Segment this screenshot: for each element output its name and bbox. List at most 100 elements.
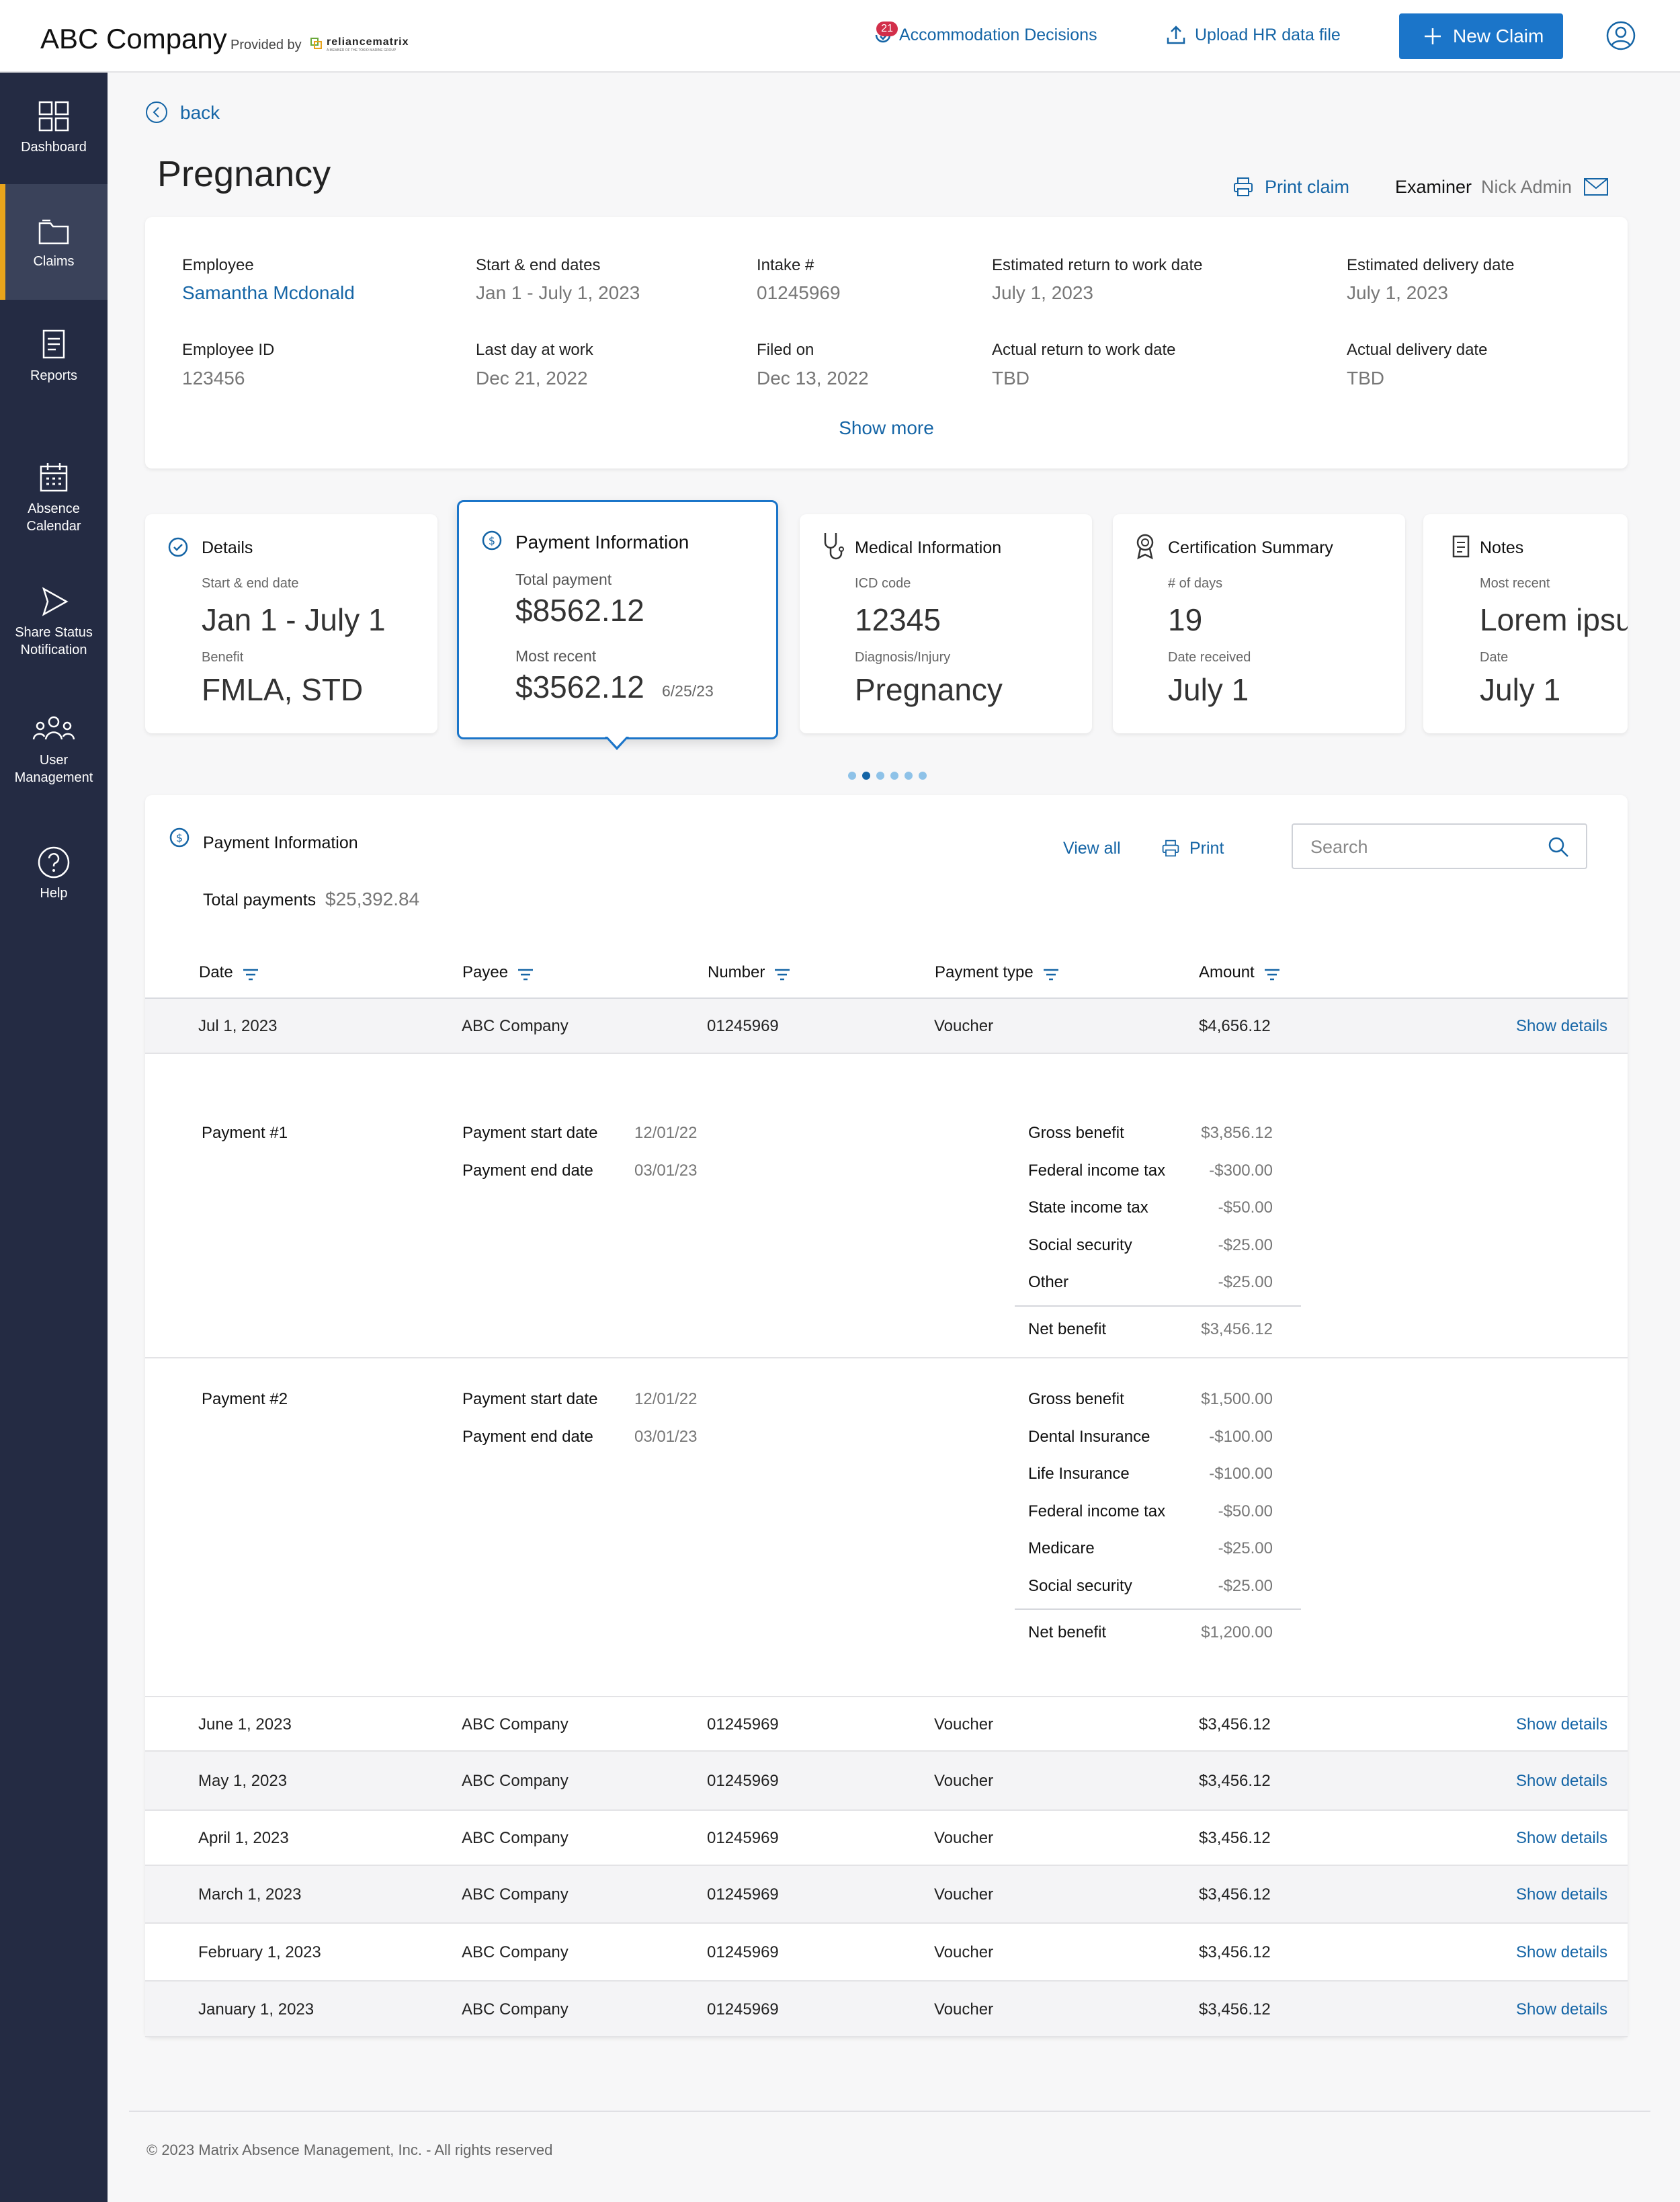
- cell-date: February 1, 2023: [198, 1943, 321, 1961]
- upload-hr-data-link[interactable]: Upload HR data file: [1195, 26, 1341, 44]
- carousel-dot[interactable]: [905, 772, 913, 780]
- svg-text:$: $: [176, 831, 183, 844]
- top-bar: ABC Company Provided by reliancematrix A…: [0, 0, 1680, 73]
- column-header-label: Date: [199, 963, 233, 981]
- sidebar-item-user-management[interactable]: User Management: [0, 712, 108, 813]
- column-header[interactable]: Amount: [1199, 963, 1280, 985]
- show-details-link[interactable]: Show details: [1516, 2000, 1608, 2019]
- details-card[interactable]: Details Start & end date Jan 1 - July 1 …: [145, 514, 437, 733]
- accommodation-decisions-link[interactable]: Accommodation Decisions: [899, 26, 1097, 44]
- sidebar-item-reports[interactable]: Reports: [0, 328, 108, 409]
- svg-text:$: $: [489, 534, 495, 547]
- cell-number: 01245969: [707, 1715, 779, 1734]
- print-claim-link[interactable]: Print claim: [1265, 177, 1350, 197]
- upload-icon: [1165, 24, 1187, 46]
- sort-icon[interactable]: [1043, 969, 1059, 981]
- printer-icon: [1161, 839, 1180, 858]
- payment-title: Payment #1: [202, 1124, 288, 1142]
- carousel-dot[interactable]: [848, 772, 856, 780]
- award-icon: [1133, 533, 1157, 560]
- mail-icon[interactable]: [1583, 176, 1609, 198]
- act-delivery-value: TBD: [1347, 368, 1384, 389]
- deduction-label: Other: [1028, 1273, 1069, 1291]
- table-row[interactable]: May 1, 2023 ABC Company 01245969 Voucher $3,…: [145, 1752, 1628, 1811]
- sidebar-item-label: Share Status Notification: [15, 625, 93, 657]
- search-input[interactable]: Search: [1292, 823, 1587, 869]
- medical-info-card[interactable]: Medical Information ICD code 12345 Diagn…: [800, 514, 1092, 733]
- show-details-link[interactable]: Show details: [1516, 1017, 1608, 1035]
- table-row[interactable]: February 1, 2023 ABC Company 01245969 Vouch…: [145, 1924, 1628, 1982]
- column-header[interactable]: Payee: [462, 963, 534, 985]
- show-details-link[interactable]: Show details: [1516, 1772, 1608, 1790]
- company-name: ABC Company: [40, 23, 227, 54]
- show-details-link[interactable]: Show details: [1516, 1885, 1608, 1904]
- sidebar-item-claims[interactable]: Claims: [0, 184, 108, 300]
- detail-divider: [145, 1357, 1628, 1358]
- net-benefit-label: Net benefit: [1028, 1319, 1107, 1338]
- sidebar-item-absence-calendar[interactable]: Absence Calendar: [0, 461, 108, 562]
- table-row[interactable]: January 1, 2023 ABC Company 01245969 Vouche…: [145, 1982, 1628, 2037]
- search-icon[interactable]: [1547, 835, 1570, 858]
- payment-info-card[interactable]: $ Payment Information Total payment $856…: [457, 500, 778, 739]
- sort-icon[interactable]: [243, 969, 259, 981]
- show-details-link[interactable]: Show details: [1516, 1829, 1608, 1847]
- cell-payee: ABC Company: [462, 1772, 569, 1790]
- payment-end-label: Payment end date: [462, 1428, 593, 1446]
- show-more-link[interactable]: Show more: [839, 417, 934, 438]
- card-value: $8562.12: [515, 593, 644, 628]
- deduction-label: Medicare: [1028, 1539, 1095, 1557]
- cell-payment-type: Voucher: [934, 2000, 994, 2019]
- card-title: Certification Summary: [1168, 538, 1333, 557]
- table-row[interactable]: April 1, 2023 ABC Company 01245969 Voucher $…: [145, 1811, 1628, 1866]
- cell-payee: ABC Company: [462, 2000, 569, 2019]
- payment-start-value: 12/01/22: [634, 1124, 698, 1142]
- card-label: Total payment: [515, 571, 612, 588]
- deduction-label: Federal income tax: [1028, 1502, 1166, 1520]
- brand-name: reliancematrix: [327, 36, 409, 48]
- sort-icon[interactable]: [517, 969, 534, 981]
- table-row[interactable]: June 1, 2023 ABC Company 01245969 Voucher $3…: [145, 1697, 1628, 1752]
- sort-icon[interactable]: [774, 969, 790, 981]
- card-value: $3562.12: [515, 669, 644, 704]
- act-return-label: Actual return to work date: [992, 341, 1176, 359]
- claim-summary-card: Employee Samantha Mcdonald Start & end d…: [145, 217, 1628, 468]
- print-link[interactable]: Print: [1189, 839, 1224, 858]
- sidebar-item-help[interactable]: Help: [0, 846, 108, 926]
- certification-summary-card[interactable]: Certification Summary # of days 19 Date …: [1113, 514, 1405, 733]
- carousel-dot[interactable]: [876, 772, 884, 780]
- deduction-label: Social security: [1028, 1235, 1132, 1254]
- cell-number: 01245969: [707, 1943, 779, 1961]
- view-all-link[interactable]: View all: [1063, 839, 1121, 858]
- sidebar-item-share-status[interactable]: Share Status Notification: [0, 585, 108, 686]
- dates-label: Start & end dates: [476, 256, 601, 274]
- user-profile-icon[interactable]: [1606, 21, 1636, 50]
- deduction-label: Gross benefit: [1028, 1390, 1124, 1408]
- sidebar-item-dashboard[interactable]: Dashboard: [0, 93, 108, 173]
- sidebar-item-label: User Management: [14, 753, 93, 785]
- carousel-dot[interactable]: [919, 772, 927, 780]
- payment-start-label: Payment start date: [462, 1124, 598, 1142]
- back-link[interactable]: back: [180, 102, 220, 123]
- show-details-link[interactable]: Show details: [1516, 1715, 1608, 1734]
- back-icon[interactable]: [145, 101, 168, 124]
- cell-payment-type: Voucher: [934, 1943, 994, 1961]
- card-label: ICD code: [855, 576, 911, 591]
- card-value: 19: [1168, 602, 1203, 637]
- carousel-dot[interactable]: [890, 772, 898, 780]
- new-claim-button[interactable]: New Claim: [1399, 13, 1563, 59]
- column-header[interactable]: Number: [708, 963, 790, 985]
- report-icon: [37, 328, 71, 362]
- deduction-value: -$100.00: [1209, 1465, 1273, 1483]
- show-details-link[interactable]: Show details: [1516, 1943, 1608, 1961]
- est-return-value: July 1, 2023: [992, 282, 1093, 303]
- table-row[interactable]: March 1, 2023 ABC Company 01245969 Voucher $…: [145, 1866, 1628, 1924]
- carousel-dot[interactable]: [862, 772, 870, 780]
- sort-icon[interactable]: [1264, 969, 1280, 981]
- card-value: 12345: [855, 602, 941, 637]
- employee-name-link[interactable]: Samantha Mcdonald: [182, 282, 355, 303]
- deduction-label: State income tax: [1028, 1198, 1148, 1217]
- table-row[interactable]: Jul 1, 2023 ABC Company 01245969 Voucher…: [145, 999, 1628, 1054]
- column-header[interactable]: Date: [199, 963, 259, 985]
- notes-card[interactable]: Notes Most recent Lorem ipsum Date July …: [1423, 514, 1628, 733]
- column-header[interactable]: Payment type: [935, 963, 1059, 985]
